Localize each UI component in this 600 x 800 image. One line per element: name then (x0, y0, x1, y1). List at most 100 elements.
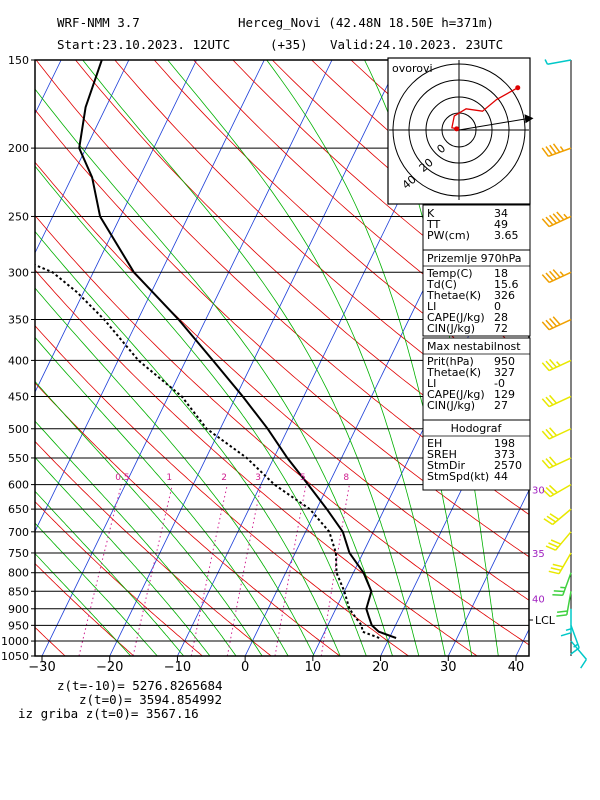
isotherm-line (584, 60, 600, 656)
index-value: -0 (494, 377, 505, 390)
valid-time: Valid:24.10.2023. 23UTC (330, 37, 503, 52)
temperature-tick-label: 30 (440, 660, 457, 675)
index-value: 0 (494, 300, 501, 313)
indices-box-title: Prizemlje 970hPa (427, 252, 522, 265)
temperature-profile (78, 60, 397, 639)
indices-box-title: Max nestabilnost (427, 340, 521, 353)
wind-barb (545, 531, 572, 551)
mixing-ratio-line (274, 484, 307, 656)
wind-barb (541, 394, 572, 408)
index-name: CIN(J/kg) (427, 399, 475, 412)
station-title: Herceg_Novi (42.48N 18.50E h=371m) (238, 15, 494, 30)
mixing-ratio-label: 8 (343, 473, 349, 483)
mixing-ratio-label: 2 (221, 473, 227, 483)
pressure-tick-label: 900 (8, 603, 29, 616)
isotherm-line (35, 60, 130, 254)
index-value: 950 (494, 355, 515, 368)
pressure-tick-label: 700 (8, 526, 29, 539)
wind-barb (541, 358, 572, 372)
pressure-tick-label: 150 (8, 54, 29, 67)
mixing-ratio-line (226, 484, 262, 656)
footer-line-3: iz griba z(t=0)= 3567.16 (18, 706, 199, 721)
index-name: Thetae(K) (426, 289, 481, 302)
wind-barb (541, 269, 572, 284)
temperature-tick-label: −30 (28, 660, 55, 675)
index-value: 373 (494, 448, 515, 461)
index-value: 198 (494, 437, 515, 450)
indices-box-hodograph: Hodograf EH 198 SREH 373 StmDir 2570 StmSpd(kt)… (422, 419, 531, 491)
index-name: Td(C) (426, 278, 457, 291)
mixing-ratio-line (78, 484, 122, 656)
hodograph-trace (451, 87, 519, 130)
pressure-tick-label: 950 (8, 619, 29, 632)
pressure-tick-label: 600 (8, 479, 29, 492)
indices-box-basic: K 34 TT 49 PW(cm) 3.65 (422, 204, 531, 251)
pressure-tick-label: 1000 (1, 635, 29, 648)
pressure-tick-label: 500 (8, 423, 29, 436)
hodograph-start-dot (454, 126, 460, 132)
dry-adiabat-line (35, 501, 203, 656)
index-value: 44 (494, 470, 508, 483)
index-name: CAPE(J/kg) (427, 311, 485, 324)
index-value: 15.6 (494, 278, 519, 291)
hodograph-end-dot (515, 85, 521, 91)
pressure-tick-label: 800 (8, 567, 29, 580)
wind-barb (570, 640, 588, 669)
isotherm-line (447, 489, 529, 656)
wind-barbs (541, 59, 588, 669)
temperature-tick-label: 10 (305, 660, 322, 675)
pressure-tick-label: 300 (8, 266, 29, 279)
mixing-ratio-line (132, 484, 173, 656)
wind-barb (541, 143, 572, 158)
moist-adiabat-line (82, 60, 420, 656)
lcl-label: LCL (535, 614, 556, 627)
pressure-tick-label: 750 (8, 547, 29, 560)
index-name: Prit(hPa) (427, 355, 474, 368)
pressure-tick-label: 450 (8, 390, 29, 403)
pressure-tick-label: 850 (8, 585, 29, 598)
wind-speed-label: 35 (532, 549, 545, 560)
index-name: StmDir (427, 459, 466, 472)
pressure-tick-label: 400 (8, 354, 29, 367)
wind-barb (541, 456, 572, 469)
pressure-tick-label: 200 (8, 142, 29, 155)
indices-box-title: Hodograf (451, 422, 503, 435)
indices-box-frame (422, 337, 531, 421)
indices-box-max-instability: Max nestabilnost Prit(hPa) 950 Thetae(K) 327… (422, 337, 531, 421)
index-value: 3.65 (494, 229, 519, 242)
start-time: Start:23.10.2023. 12UTC (57, 37, 230, 52)
sounding-profiles (35, 60, 397, 639)
indices-box-frame (422, 419, 531, 491)
index-value: 28 (494, 311, 508, 324)
temperature-tick-label: 40 (508, 660, 525, 675)
index-value: 18 (494, 267, 508, 280)
index-name: StmSpd(kt) (427, 470, 489, 483)
dry-adiabat-line (35, 325, 409, 656)
wind-barb (543, 508, 572, 526)
index-name: LI (427, 300, 436, 313)
index-name: CAPE(J/kg) (427, 388, 485, 401)
index-value: 27 (494, 399, 508, 412)
index-value: 326 (494, 289, 515, 302)
mixing-ratio-label: 3 (255, 473, 261, 483)
pressure-tick-label: 550 (8, 452, 29, 465)
index-name: EH (427, 437, 442, 450)
mixing-ratio-line (320, 484, 350, 656)
index-value: 129 (494, 388, 515, 401)
index-name: SREH (427, 448, 457, 461)
wind-speed-label: 30 (532, 486, 545, 497)
wind-speed-labels: 30 35 40 (532, 486, 545, 606)
hodograph-label: ovorovi (392, 62, 433, 75)
mixing-ratio-label: 5 (300, 473, 306, 483)
mixing-ratio-label: 0.5 (115, 473, 129, 483)
moist-adiabat-line (35, 165, 367, 656)
indices-box-frame (422, 249, 531, 337)
temperature-tick-label: 0 (241, 660, 249, 675)
wind-barb (556, 591, 572, 617)
storm-motion-vector (458, 117, 530, 131)
pressure-tick-label: 1050 (1, 650, 29, 663)
index-name: CIN(J/kg) (427, 322, 475, 335)
mixing-ratio-line (190, 484, 228, 656)
pressure-tick-label: 650 (8, 503, 29, 516)
